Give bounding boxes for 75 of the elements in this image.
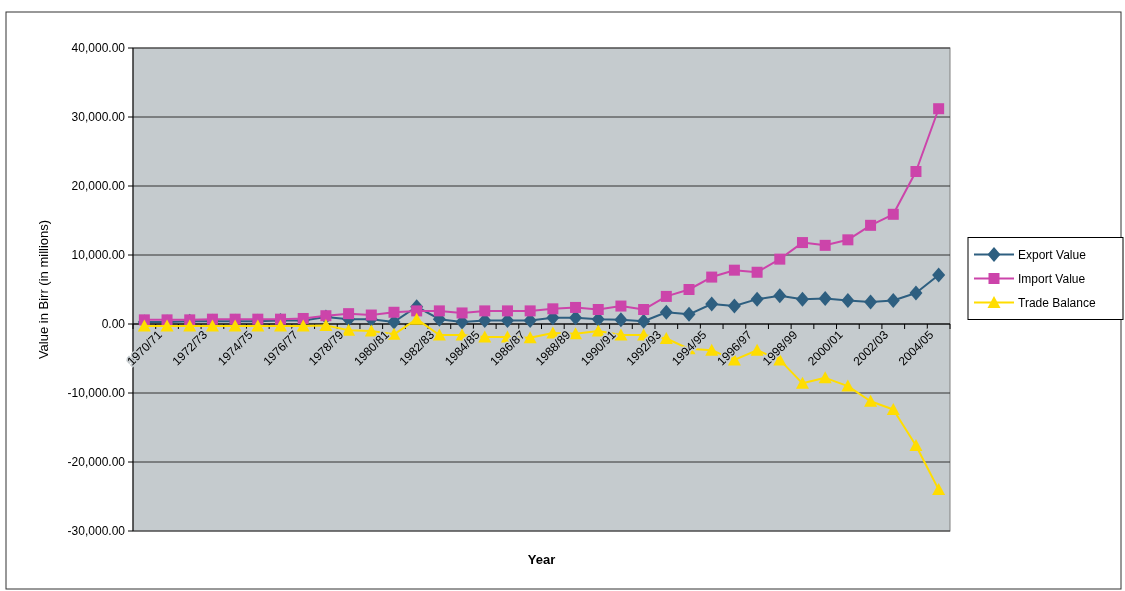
point xyxy=(705,296,719,312)
point xyxy=(388,306,400,318)
point xyxy=(933,103,945,115)
point xyxy=(638,304,650,316)
y-tick-label: -10,000.00 xyxy=(67,386,126,401)
y-tick-label: 30,000.00 xyxy=(71,110,126,125)
point xyxy=(205,319,219,332)
y-tick-label: -30,000.00 xyxy=(67,524,126,539)
x-axis-title: Year xyxy=(527,552,556,567)
point xyxy=(682,306,696,322)
point xyxy=(886,293,900,309)
point xyxy=(660,290,672,302)
point xyxy=(864,294,878,310)
point xyxy=(706,271,718,283)
point xyxy=(615,300,627,312)
point xyxy=(479,305,491,317)
point xyxy=(592,304,604,316)
point xyxy=(433,305,445,317)
point xyxy=(818,290,832,306)
point xyxy=(319,318,333,331)
point xyxy=(296,319,310,332)
point xyxy=(910,166,922,178)
y-axis-title: Value in Birr (in millions) xyxy=(36,219,51,360)
y-tick-label: -20,000.00 xyxy=(67,455,126,470)
point xyxy=(456,307,468,319)
point xyxy=(524,305,536,317)
point xyxy=(342,323,356,336)
point xyxy=(842,234,854,246)
point xyxy=(932,267,946,283)
point xyxy=(728,264,740,276)
point xyxy=(569,310,583,326)
y-tick-label: 10,000.00 xyxy=(71,248,126,263)
point xyxy=(183,319,197,332)
point xyxy=(819,239,831,251)
point xyxy=(818,371,832,384)
point xyxy=(774,253,786,265)
point xyxy=(865,219,877,231)
point xyxy=(411,305,423,317)
point xyxy=(343,308,355,320)
point xyxy=(297,312,309,324)
point xyxy=(773,288,787,304)
legend-label: Import Value xyxy=(1018,271,1086,286)
point xyxy=(864,394,878,407)
point xyxy=(160,319,174,332)
legend-label: Export Value xyxy=(1018,247,1087,262)
y-tick-label: 40,000.00 xyxy=(71,41,126,56)
point xyxy=(751,266,763,278)
point xyxy=(365,309,377,321)
legend-label: Trade Balance xyxy=(1018,295,1096,310)
point xyxy=(501,305,513,317)
point xyxy=(547,303,559,315)
point xyxy=(637,313,651,329)
point xyxy=(841,293,855,309)
point xyxy=(750,291,764,307)
point xyxy=(886,403,900,416)
point xyxy=(659,304,673,320)
point xyxy=(137,319,151,332)
point xyxy=(795,376,809,389)
point xyxy=(909,285,923,301)
y-tick-label: 0.00 xyxy=(101,317,126,332)
point xyxy=(909,438,923,451)
point xyxy=(614,312,628,328)
point xyxy=(750,343,764,356)
point xyxy=(887,208,899,220)
point xyxy=(727,298,741,314)
point xyxy=(841,379,855,392)
point xyxy=(570,301,582,313)
point xyxy=(410,312,424,325)
point xyxy=(795,291,809,307)
point xyxy=(932,483,946,496)
point xyxy=(523,331,537,344)
point xyxy=(251,319,265,332)
point xyxy=(796,237,808,249)
y-tick-label: 20,000.00 xyxy=(71,179,126,194)
point xyxy=(683,284,695,295)
